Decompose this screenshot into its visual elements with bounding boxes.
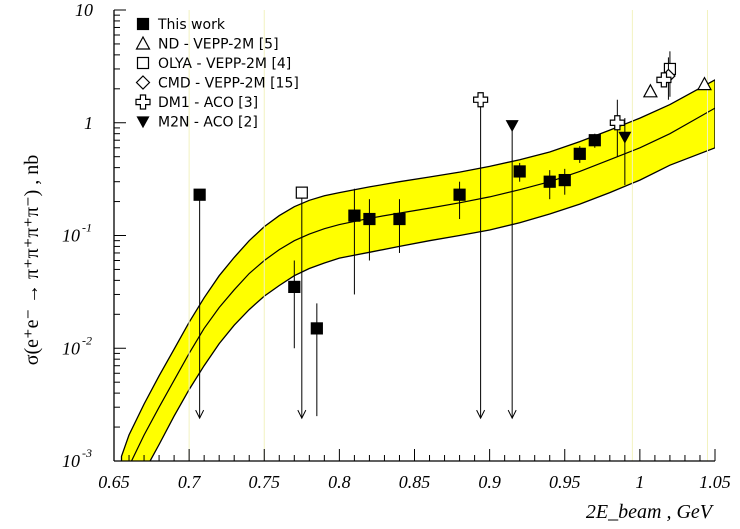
y-tick-exponent: -1: [82, 221, 92, 235]
data-point: [558, 173, 571, 187]
y-axis-title: σ(e⁺e⁻ → π⁺π⁺π⁺π⁻) , nb: [21, 155, 43, 366]
y-tick-exponent: -2: [82, 333, 92, 347]
x-axis-title: 2E_beam , GeV: [586, 501, 715, 523]
y-tick-base: 1: [84, 113, 93, 133]
data-point: [642, 83, 658, 98]
data-point: [310, 322, 323, 335]
data-point: [453, 188, 466, 201]
x-tick-label: 0.95: [549, 472, 581, 492]
series-4: [473, 72, 672, 420]
y-tick-label: 10: [75, 0, 93, 20]
x-tick-label: 0.9: [478, 472, 501, 492]
y-tick-base: 10: [62, 451, 80, 471]
legend-marker: [136, 17, 150, 31]
upper-limit-marker: [505, 120, 519, 133]
legend-marker: [135, 75, 151, 90]
legend-label: OLYA - VEPP-2M [4]: [158, 56, 291, 72]
upper-limit-arrow: [507, 409, 517, 420]
data-point: [573, 147, 586, 160]
axes: 0.65 0.7 0.75 0.8 0.85 0.9 0.95 1 1.0510-310-210…: [62, 0, 731, 492]
series-1: [642, 76, 712, 98]
y-tick-base: 10: [75, 0, 93, 20]
data-point: [513, 165, 526, 178]
upper-limit-marker: [473, 92, 489, 108]
legend-label: DM1 - ACO [3]: [158, 95, 258, 111]
upper-limit-marker: [193, 188, 206, 201]
legend-marker: [136, 116, 150, 129]
upper-limit-marker: [295, 186, 308, 199]
legend: This work ND - VEPP-2M [5] OLYA - VEPP-2M …: [135, 17, 299, 131]
x-tick-label: 1.05: [699, 472, 731, 492]
data-point: [588, 134, 601, 147]
legend-marker: [136, 56, 150, 70]
legend-marker: [135, 35, 151, 50]
data-points: [193, 51, 712, 420]
series-5: [505, 118, 632, 420]
legend-marker: [135, 94, 151, 110]
upper-limit-arrow: [297, 409, 307, 420]
y-tick-label: 1: [84, 113, 93, 133]
data-point: [696, 76, 712, 91]
legend-label: This work: [157, 17, 226, 33]
data-point: [656, 72, 672, 88]
y-tick-label: 10 -3: [62, 446, 92, 471]
y-tick-base: 10: [62, 226, 80, 246]
data-point: [618, 131, 632, 144]
data-point: [543, 175, 556, 188]
y-tick-base: 10: [62, 338, 80, 358]
legend-label: M2N - ACO [2]: [158, 115, 258, 131]
series-0: [193, 133, 601, 420]
data-point: [288, 280, 301, 294]
legend-label: ND - VEPP-2M [5]: [158, 37, 279, 53]
upper-limit-arrow: [476, 409, 486, 420]
y-tick-label: 10 -2: [62, 333, 92, 358]
x-tick-label: 0.65: [98, 472, 130, 492]
x-tick-label: 0.8: [328, 472, 351, 492]
x-tick-label: 1: [635, 472, 644, 492]
legend-label: CMD - VEPP-2M [15]: [158, 76, 299, 92]
data-point: [348, 209, 361, 222]
upper-limit-arrow: [195, 409, 205, 420]
y-tick-exponent: -3: [82, 446, 92, 460]
data-point: [609, 115, 625, 131]
data-point: [393, 212, 406, 226]
data-point: [363, 212, 376, 226]
x-tick-label: 0.7: [178, 472, 202, 492]
x-tick-label: 0.75: [249, 472, 281, 492]
x-tick-label: 0.85: [399, 472, 431, 492]
y-tick-label: 10 -1: [62, 221, 92, 246]
